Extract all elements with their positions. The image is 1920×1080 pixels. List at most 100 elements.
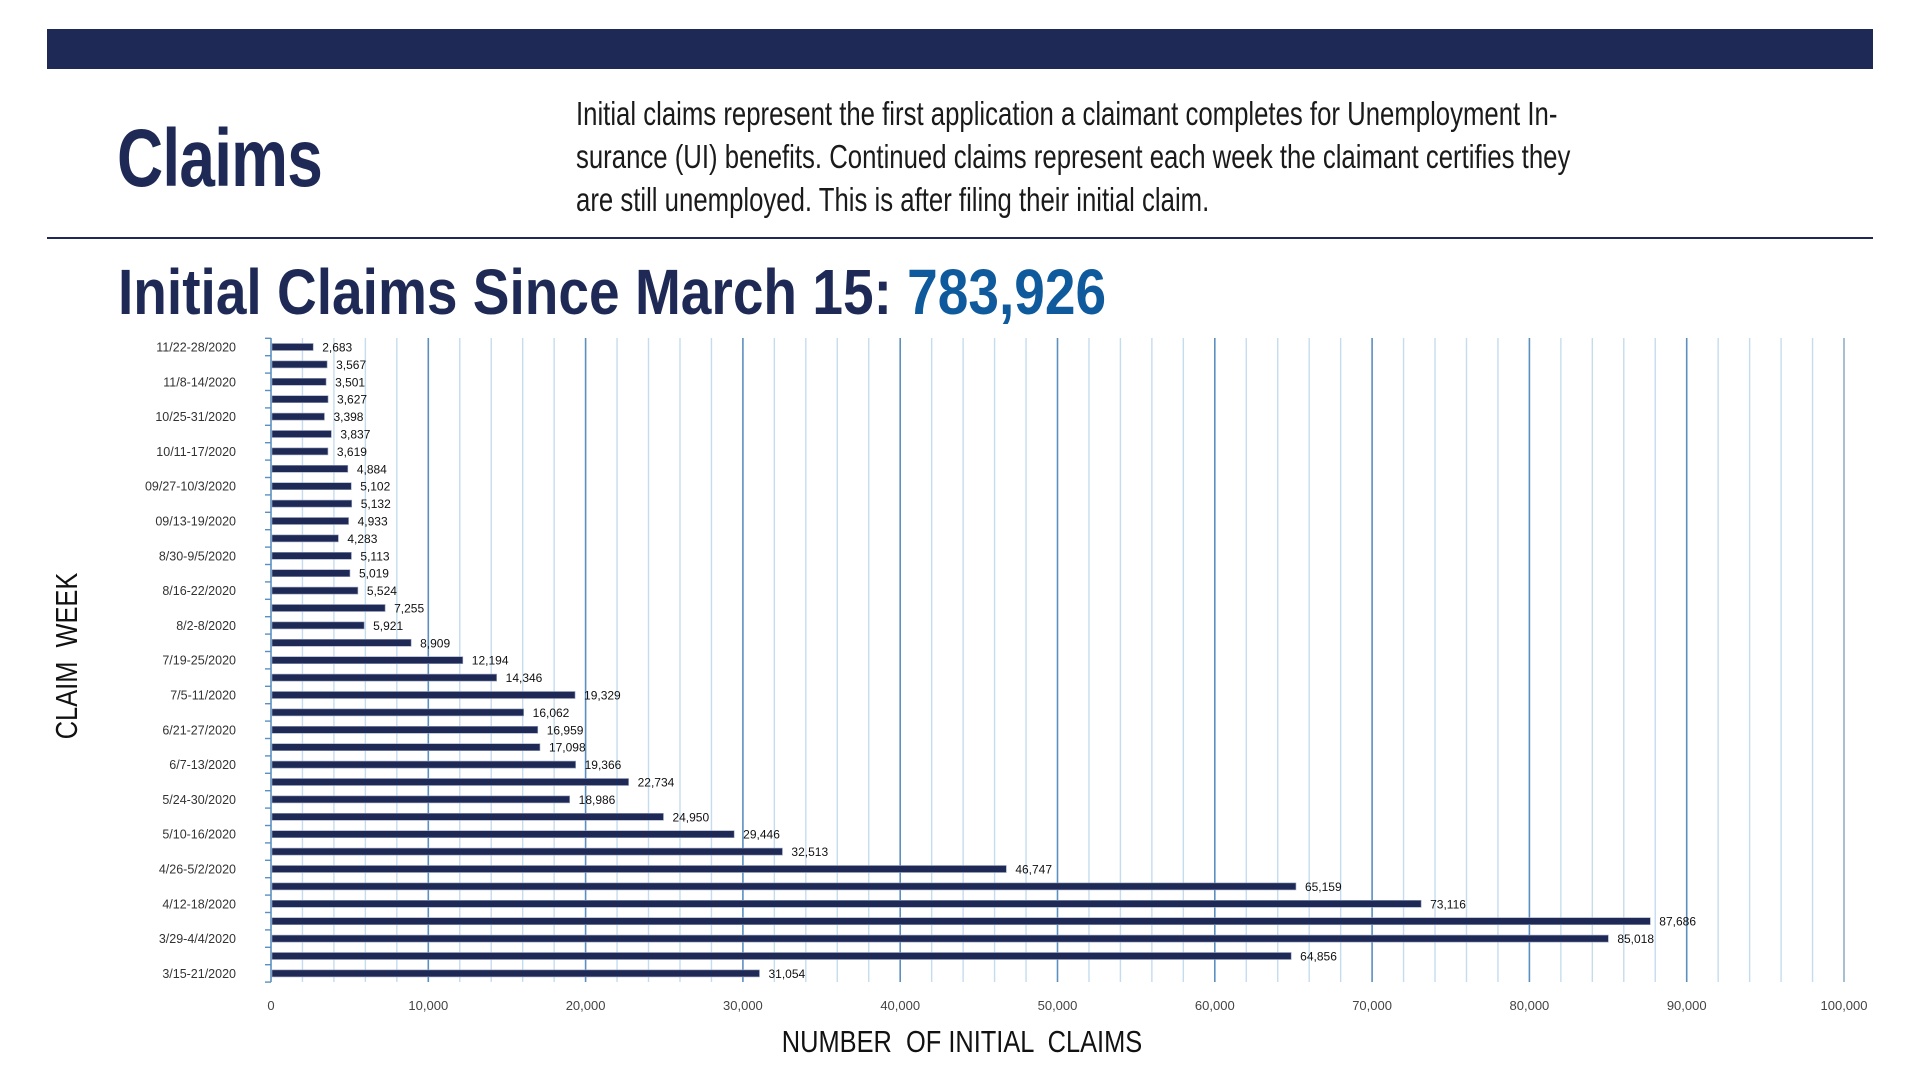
x-tick-label: 80,000	[1510, 998, 1550, 1013]
value-label: 5,921	[373, 619, 403, 633]
y-axis	[265, 337, 272, 983]
value-labels: 2,683 3,567 3,501 3,627 3,398 3,837 3,619 4,884…	[322, 341, 1696, 981]
value-label: 4,283	[347, 532, 377, 546]
value-label: 16,062	[533, 706, 570, 720]
bar	[271, 725, 539, 734]
value-label: 12,194	[472, 654, 509, 668]
bar	[271, 447, 329, 456]
category-label: 5/10-16/2020	[162, 828, 236, 842]
category-label: 6/7-13/2020	[169, 758, 236, 772]
bar	[271, 377, 327, 386]
bar	[271, 343, 314, 351]
value-label: 29,446	[743, 828, 780, 842]
bar	[271, 760, 576, 769]
bar	[271, 604, 386, 612]
value-label: 4,933	[358, 515, 388, 529]
bar	[271, 412, 325, 421]
value-label: 19,329	[584, 689, 621, 703]
bar	[271, 812, 664, 821]
bar	[271, 360, 328, 369]
value-label: 46,747	[1015, 863, 1052, 877]
bar	[271, 499, 353, 508]
value-label: 5,524	[367, 584, 397, 598]
bar	[271, 934, 1609, 943]
bar	[271, 847, 783, 856]
bar	[271, 464, 349, 473]
bars	[271, 343, 1651, 978]
value-label: 65,159	[1305, 880, 1342, 894]
page-title: Claims	[117, 113, 323, 204]
bar	[271, 708, 524, 717]
category-label: 5/24-30/2020	[162, 793, 236, 807]
value-label: 5,102	[360, 480, 390, 494]
category-label: 10/11-17/2020	[156, 445, 236, 459]
value-label: 64,856	[1300, 950, 1337, 964]
value-label: 3,501	[335, 375, 365, 389]
bar	[271, 586, 359, 595]
bar	[271, 395, 329, 404]
x-tick-label: 100,000	[1821, 998, 1868, 1013]
description: Initial claims represent the first appli…	[576, 92, 1840, 221]
value-label: 73,116	[1430, 897, 1466, 911]
x-tick-label: 30,000	[723, 998, 763, 1013]
header-bar	[47, 29, 1873, 69]
category-label: 6/21-27/2020	[162, 723, 236, 737]
value-label: 19,366	[585, 758, 622, 772]
category-label: 4/26-5/2/2020	[159, 863, 236, 877]
value-label: 24,950	[672, 810, 709, 824]
section-divider	[47, 237, 1873, 239]
bar	[271, 430, 332, 438]
bar	[271, 743, 541, 752]
category-label: 7/5-11/2020	[170, 689, 236, 703]
x-axis-title: NUMBER OF INITIAL CLAIMS	[782, 1025, 1142, 1060]
value-label: 3,837	[340, 428, 370, 442]
x-tick-label: 50,000	[1038, 998, 1078, 1013]
y-axis-title: CLAIM WEEK	[50, 573, 85, 740]
bar	[271, 952, 1292, 960]
bar	[271, 882, 1297, 891]
category-label: 8/30-9/5/2020	[159, 549, 236, 563]
category-label: 09/13-19/2020	[155, 515, 236, 529]
bar	[271, 673, 497, 682]
value-label: 3,398	[333, 410, 363, 424]
category-labels: 11/22-28/2020 11/8-14/2020 10/25-31/2020 10…	[145, 341, 236, 981]
value-label: 31,054	[768, 967, 805, 981]
value-label: 16,959	[547, 723, 584, 737]
category-label: 8/16-22/2020	[162, 584, 236, 598]
description-line: surance (UI) benefits. Continued claims …	[576, 138, 1571, 175]
category-label: 3/15-21/2020	[162, 967, 236, 981]
value-label: 22,734	[638, 776, 675, 790]
bar	[271, 569, 351, 578]
x-tick-label: 20,000	[566, 998, 606, 1013]
bar	[271, 638, 412, 647]
category-label: 09/27-10/3/2020	[145, 480, 236, 494]
value-label: 17,098	[549, 741, 586, 755]
value-label: 5,113	[360, 549, 389, 563]
bar	[271, 534, 339, 543]
chart-title-prefix: Initial Claims Since March 15:	[118, 256, 908, 328]
bar	[271, 917, 1651, 926]
x-tick-label: 10,000	[408, 998, 448, 1013]
bar	[271, 482, 352, 491]
bar	[271, 517, 349, 525]
value-label: 87,686	[1659, 915, 1696, 929]
bar	[271, 899, 1422, 908]
x-tick-label: 40,000	[880, 998, 920, 1013]
bar	[271, 691, 576, 699]
chart-title: Initial Claims Since March 15: 783,926	[118, 257, 1106, 327]
description-line: are still unemployed. This is after fili…	[576, 181, 1210, 218]
value-label: 4,884	[357, 462, 387, 476]
x-tick-label: 90,000	[1667, 998, 1707, 1013]
value-label: 5,019	[359, 567, 389, 581]
value-label: 3,567	[336, 358, 366, 372]
value-label: 14,346	[506, 671, 543, 685]
value-label: 7,255	[394, 602, 424, 616]
value-label: 5,132	[361, 497, 391, 511]
bar	[271, 795, 570, 804]
total-claims-value: 783,926	[907, 256, 1107, 328]
value-label: 32,513	[791, 845, 828, 859]
bar	[271, 656, 464, 665]
category-label: 4/12-18/2020	[162, 897, 236, 911]
category-label: 8/2-8/2020	[176, 619, 236, 633]
